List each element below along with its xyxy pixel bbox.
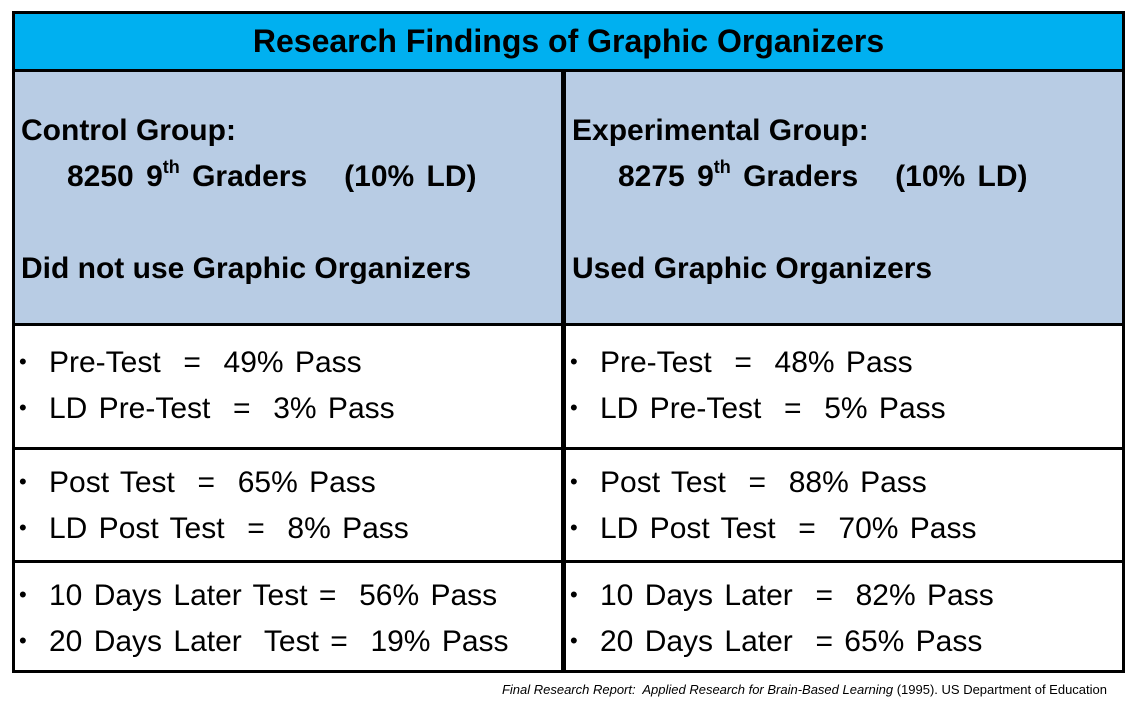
bullet-icon: •: [19, 349, 27, 374]
experimental-group-count: 8275 9th Graders (10% LD): [618, 157, 1028, 193]
list-item: • LD Post Test = 70% Pass: [570, 512, 977, 545]
experimental-posttest-cell: • Post Test = 88% Pass • LD Post Test = 70…: [566, 450, 1122, 560]
control-group-description: Did not use Graphic Organizers: [21, 252, 472, 285]
experimental-group-heading: Experimental Group:: [572, 114, 869, 147]
control-posttest-cell: • Post Test = 65% Pass • LD Post Test = 8%…: [15, 450, 561, 560]
experimental-group-header: Experimental Group: 8275 9th Graders (10…: [566, 72, 1122, 323]
list-item: • LD Pre-Test = 5% Pass: [570, 392, 946, 425]
experimental-pretest-cell: • Pre-Test = 48% Pass • LD Pre-Test = 5% P…: [566, 326, 1122, 447]
list-item: • 10 Days Later Test = 56% Pass: [19, 579, 498, 612]
list-item: • 20 Days Later = 65% Pass: [570, 625, 983, 658]
bullet-icon: •: [570, 628, 578, 653]
control-group-heading: Control Group:: [21, 114, 236, 147]
list-item: • 20 Days Later Test = 19% Pass: [19, 625, 509, 658]
bullet-icon: •: [19, 469, 27, 494]
bullet-icon: •: [570, 469, 578, 494]
bullet-icon: •: [570, 515, 578, 540]
experimental-group-description: Used Graphic Organizers: [572, 252, 933, 285]
bullet-icon: •: [19, 628, 27, 653]
bullet-icon: •: [19, 395, 27, 420]
experimental-later-test-cell: • 10 Days Later = 82% Pass • 20 Days Later…: [566, 563, 1122, 670]
list-item: • LD Post Test = 8% Pass: [19, 512, 409, 545]
bullet-icon: •: [570, 395, 578, 420]
list-item: • Post Test = 65% Pass: [19, 466, 376, 499]
bullet-icon: •: [570, 349, 578, 374]
bullet-icon: •: [19, 582, 27, 607]
control-group-count: 8250 9th Graders (10% LD): [67, 157, 477, 193]
table-title: Research Findings of Graphic Organizers: [15, 14, 1122, 72]
list-item: • LD Pre-Test = 3% Pass: [19, 392, 395, 425]
control-later-test-cell: • 10 Days Later Test = 56% Pass • 20 Days …: [15, 563, 561, 670]
bullet-icon: •: [19, 515, 27, 540]
findings-table: Research Findings of Graphic Organizers …: [12, 11, 1125, 673]
list-item: • 10 Days Later = 82% Pass: [570, 579, 994, 612]
bullet-icon: •: [570, 582, 578, 607]
source-citation: Final Research Report: Applied Research …: [501, 682, 1107, 697]
control-pretest-cell: • Pre-Test = 49% Pass • LD Pre-Test = 3% P…: [15, 326, 561, 447]
list-item: • Pre-Test = 49% Pass: [19, 346, 362, 379]
control-group-header: Control Group: 8250 9th Graders (10% LD)…: [15, 72, 561, 323]
list-item: • Pre-Test = 48% Pass: [570, 346, 913, 379]
list-item: • Post Test = 88% Pass: [570, 466, 927, 499]
